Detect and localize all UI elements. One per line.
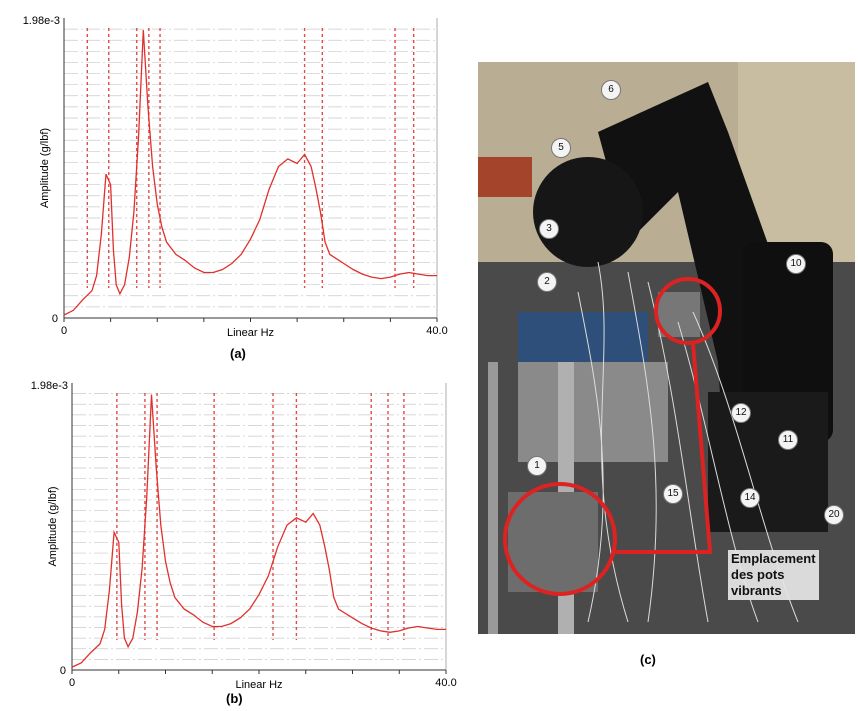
chart-b: 1.98e-3 00 40.0 Linear Hz Amplitude (g/lbf)	[31, 380, 457, 691]
y-max-label: 1.98e-3	[31, 380, 68, 392]
y-min-label: 0	[60, 665, 66, 677]
x-min-label: 0	[69, 677, 75, 689]
chart-a-caption: (a)	[230, 346, 246, 361]
marker-10: 10	[786, 254, 806, 274]
plot-area	[72, 383, 446, 670]
x-min-label: 0	[61, 325, 67, 337]
marker-5: 5	[551, 138, 571, 158]
highlight-circle-bottom	[503, 482, 617, 596]
x-max-label: 40.0	[435, 677, 456, 689]
y-axis-label: Amplitude (g/lbf)	[39, 128, 51, 208]
marker-14: 14	[740, 488, 760, 508]
robot-photo: Emplacement des pots vibrants 6 5 3 2 10…	[478, 62, 855, 634]
callout-line-3: vibrants	[731, 583, 782, 598]
chart-a: 1.98e-3 00 40.0 Linear Hz Amplitude (g/lbf)	[23, 15, 448, 339]
marker-11: 11	[778, 430, 798, 450]
marker-20: 20	[824, 505, 844, 525]
frf-curve	[63, 30, 437, 316]
x-axis-label: Linear Hz	[235, 679, 282, 691]
y-axis-label: Amplitude (g/lbf)	[47, 486, 59, 566]
y-max-label: 1.98e-3	[23, 15, 60, 27]
callout-line-2: des pots	[731, 567, 785, 582]
robot-photo-illustration	[478, 62, 855, 634]
chart-b-panel: 1.98e-3 0 0 40.0 Linear Hz Amplitude (g/lbf) …	[0, 365, 460, 711]
frf-curve	[71, 394, 446, 668]
marker-2: 2	[537, 272, 557, 292]
marker-3: 3	[539, 219, 559, 239]
callout-line-1: Emplacement	[731, 551, 816, 566]
photo-caption: (c)	[640, 652, 656, 667]
marker-1: 1	[527, 456, 547, 476]
marker-6: 6	[601, 80, 621, 100]
chart-a-panel: 1.98e-3 0 0 40.0 Linear Hz Amplitude (g/lbf) …	[0, 0, 450, 365]
x-max-label: 40.0	[426, 325, 447, 337]
marker-12: 12	[731, 403, 751, 423]
marker-15: 15	[663, 484, 683, 504]
highlight-connector	[615, 342, 713, 554]
x-axis-label: Linear Hz	[227, 327, 274, 339]
y-min-label: 0	[52, 313, 58, 325]
plot-area	[64, 18, 437, 318]
highlight-circle-top	[654, 277, 722, 345]
callout-label: Emplacement des pots vibrants	[728, 550, 819, 600]
chart-b-caption: (b)	[226, 691, 243, 706]
